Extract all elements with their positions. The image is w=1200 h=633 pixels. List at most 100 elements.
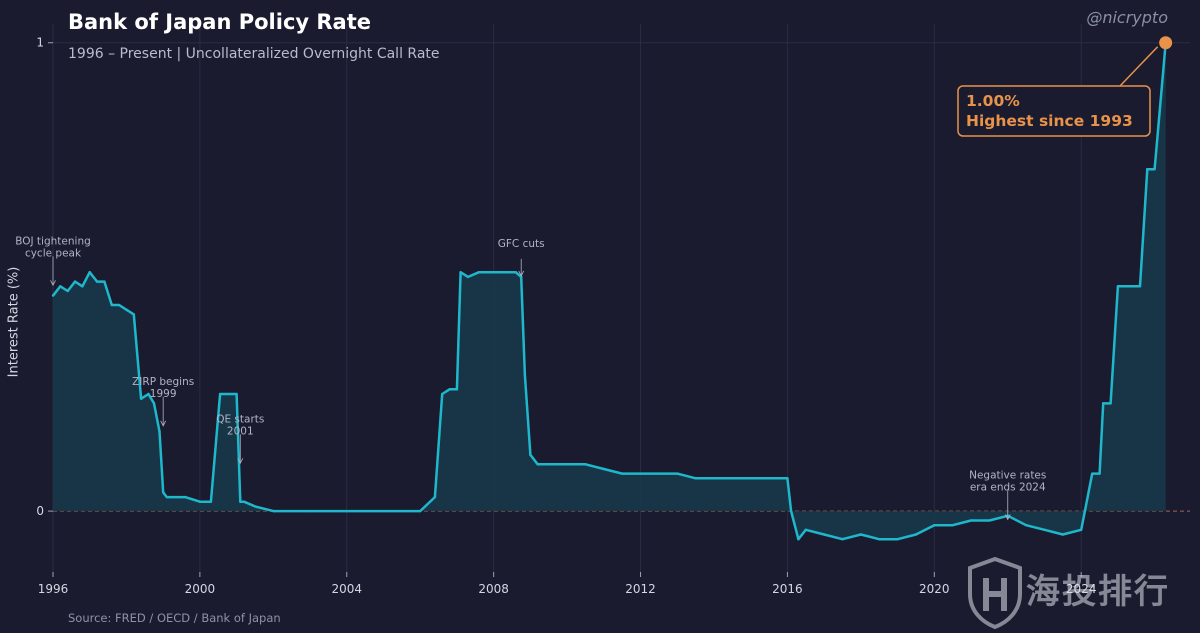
data-point	[125, 308, 128, 311]
callout-text: 1.00%	[966, 92, 1020, 110]
annotation-label: era ends 2024	[970, 481, 1046, 493]
annotation-label: QE starts	[216, 413, 264, 425]
data-point	[1116, 285, 1120, 288]
data-point	[1091, 472, 1094, 475]
data-point	[477, 271, 481, 274]
data-point	[492, 271, 495, 274]
data-point	[459, 271, 462, 274]
x-tick-label: 2016	[772, 582, 803, 596]
annotation-label: 2001	[227, 425, 254, 437]
annotation-label: cycle peak	[25, 247, 82, 259]
watermark: 海投排行	[966, 556, 1196, 630]
data-point	[988, 519, 991, 522]
data-point	[1109, 402, 1112, 405]
source-note: Source: FRED / OECD / Bank of Japan	[68, 611, 281, 625]
data-point	[448, 388, 451, 391]
data-point	[382, 509, 385, 513]
data-point	[841, 538, 844, 541]
annotation-label: ZIRP begins	[132, 376, 194, 388]
data-point	[602, 467, 606, 471]
data-point	[345, 509, 348, 513]
data-point	[242, 500, 246, 503]
x-tick-label: 2004	[331, 582, 362, 596]
annotation-arrowhead	[518, 270, 525, 277]
data-point	[455, 388, 459, 391]
chart-subtitle: 1996 – Present | Uncollateralized Overni…	[68, 46, 440, 62]
data-point	[584, 463, 587, 466]
data-point	[220, 392, 224, 396]
data-point	[896, 538, 899, 541]
y-tick-label: 0	[36, 504, 44, 518]
data-point	[797, 538, 800, 541]
y-tick-label: 1	[36, 36, 44, 50]
data-point	[419, 509, 422, 513]
y-axis-label: Interest Rate (%)	[6, 266, 22, 378]
data-point	[969, 519, 973, 522]
data-point	[81, 285, 84, 288]
annotation-label: GFC cuts	[498, 238, 545, 250]
data-point	[147, 392, 150, 396]
x-tick-label: 1996	[38, 582, 69, 596]
data-point	[859, 533, 863, 536]
data-point	[536, 463, 539, 466]
data-point	[1061, 533, 1065, 536]
data-point	[161, 491, 165, 494]
data-point	[209, 500, 213, 503]
data-point	[272, 509, 275, 513]
data-point	[1024, 523, 1028, 527]
data-point	[228, 392, 231, 396]
data-point	[620, 472, 624, 475]
data-point	[657, 472, 661, 475]
data-point	[914, 533, 918, 536]
data-point	[529, 453, 532, 457]
x-tick-label: 2012	[625, 582, 656, 596]
data-point	[822, 533, 826, 536]
x-tick-label: 2008	[478, 582, 509, 596]
data-point	[253, 505, 257, 508]
data-point	[1135, 285, 1138, 288]
data-point	[789, 509, 793, 513]
x-tick-label: 2020	[919, 582, 950, 596]
annotation-arrowhead	[237, 458, 244, 465]
data-point	[51, 294, 55, 297]
data-point	[1138, 285, 1142, 288]
data-point	[519, 275, 523, 279]
data-point	[1153, 167, 1156, 171]
data-point	[139, 397, 143, 400]
data-point	[731, 477, 734, 480]
watermark-text: 海投排行	[1026, 572, 1170, 612]
data-point	[676, 472, 679, 475]
data-point	[1120, 285, 1123, 288]
data-point	[1083, 509, 1087, 513]
data-point	[933, 523, 936, 527]
data-point	[466, 275, 470, 279]
annotation-label: Negative rates	[969, 469, 1046, 481]
chart-title: Bank of Japan Policy Rate	[68, 10, 372, 34]
data-point	[239, 500, 242, 503]
data-point	[110, 303, 113, 307]
data-point	[804, 528, 807, 532]
data-point	[523, 374, 527, 377]
data-point	[158, 430, 161, 433]
annotation-arrowhead	[50, 280, 56, 287]
data-point	[235, 392, 238, 396]
data-point	[172, 495, 176, 499]
callout-box	[957, 85, 1151, 137]
data-point	[786, 477, 789, 480]
data-point	[308, 509, 312, 513]
data-point	[66, 289, 69, 293]
data-point	[198, 500, 202, 503]
data-point	[95, 280, 99, 283]
data-point	[749, 477, 752, 480]
data-point	[73, 280, 77, 283]
data-point	[441, 392, 444, 396]
data-point	[59, 285, 62, 288]
annotation-label: 1999	[150, 388, 177, 400]
data-point	[639, 472, 642, 475]
data-point	[503, 271, 506, 274]
data-point	[1146, 167, 1149, 171]
data-point	[433, 495, 437, 499]
data-point	[218, 392, 222, 396]
data-point	[103, 280, 106, 283]
